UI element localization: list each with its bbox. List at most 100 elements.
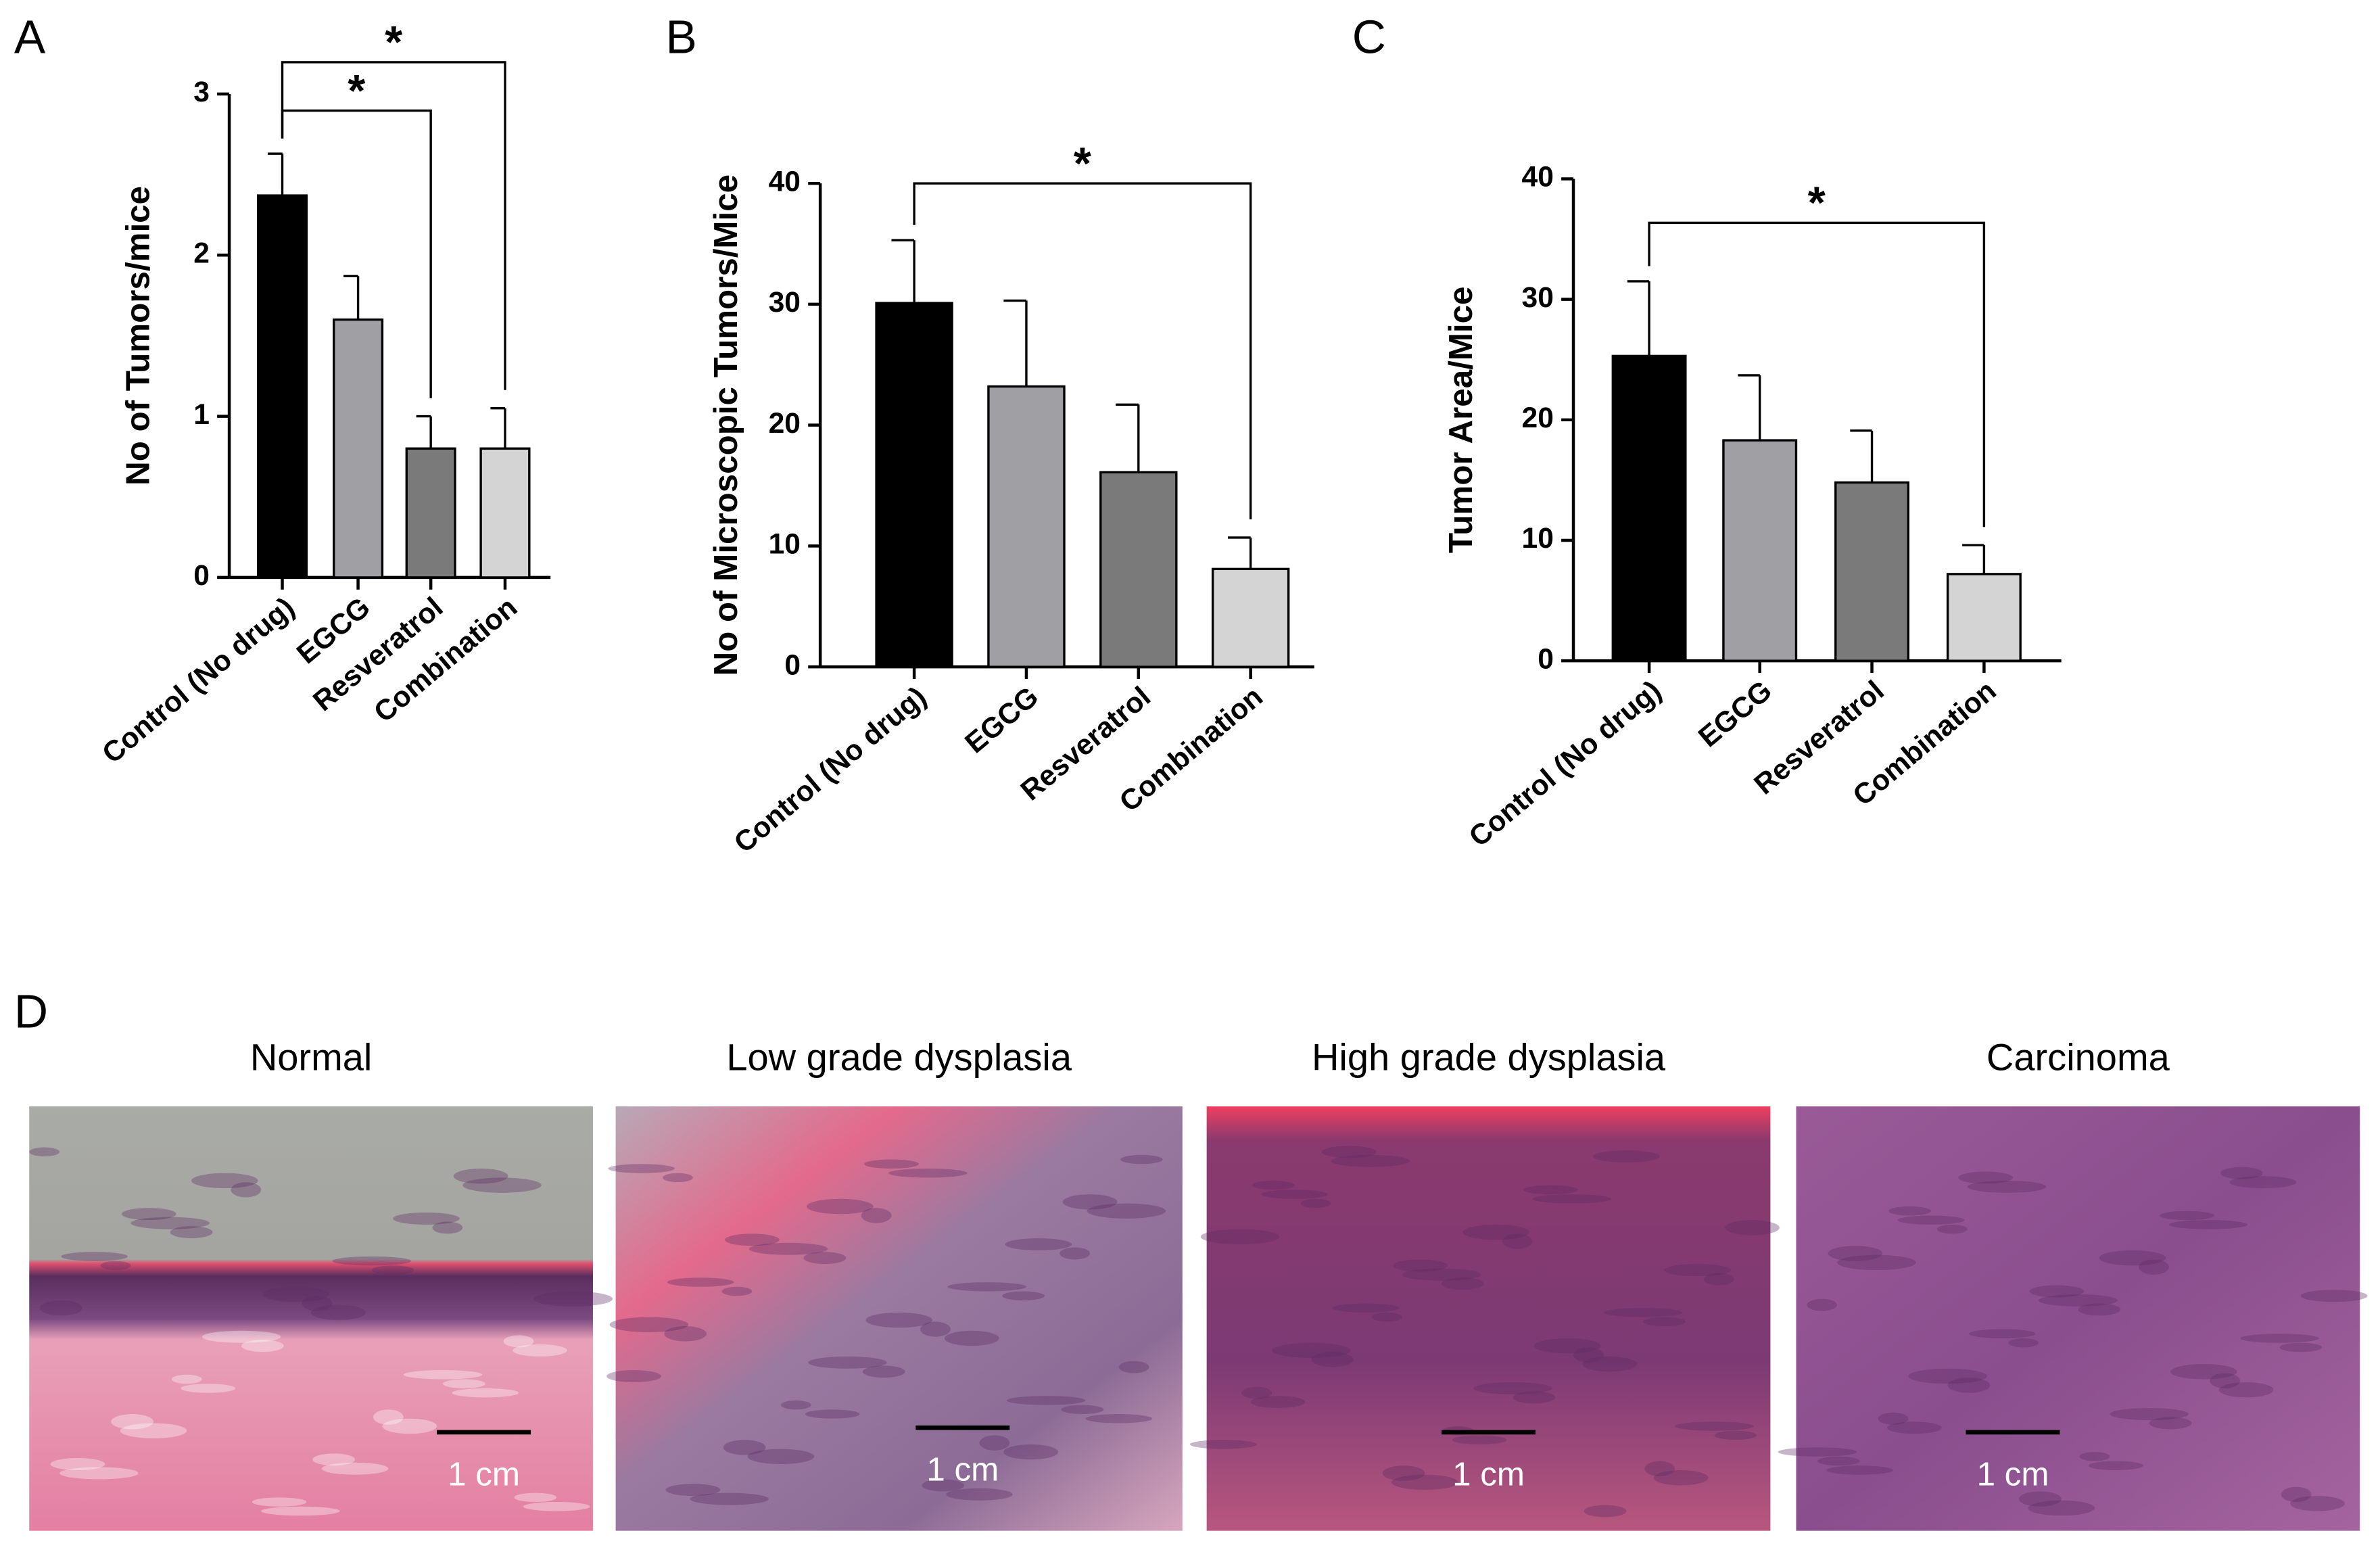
- tissue-texture: [1725, 1220, 1780, 1236]
- tissue-texture: [2078, 1303, 2121, 1316]
- y-tick-label: 30: [769, 286, 801, 319]
- tissue-texture: [1250, 1396, 1306, 1409]
- tissue-texture: [748, 1242, 828, 1255]
- tissue-texture: [667, 1277, 734, 1287]
- tissue-texture: [261, 1506, 340, 1516]
- tissue-texture: [1513, 1391, 1556, 1404]
- tissue-texture: [606, 1370, 661, 1382]
- significance-label: *: [385, 17, 403, 68]
- tissue-texture: [1807, 1298, 1837, 1311]
- bar: [1611, 354, 1687, 662]
- tissue-texture: [170, 1226, 213, 1239]
- tissue-texture: [1200, 1229, 1280, 1245]
- significance-bracket: [913, 182, 1252, 519]
- tissue-texture: [453, 1168, 508, 1184]
- panel-label: B: [666, 10, 697, 63]
- tissue-texture: [920, 1321, 951, 1337]
- tissue-texture: [1968, 1329, 2036, 1338]
- tissue-texture: [1532, 1194, 1612, 1204]
- x-tick-label: EGCG: [959, 680, 1045, 759]
- tissue-texture: [191, 1173, 258, 1189]
- tissue-texture: [312, 1453, 356, 1466]
- tissue-texture: [1828, 1246, 1883, 1261]
- micrograph: [1796, 1106, 2360, 1531]
- tissue-texture: [373, 1409, 404, 1425]
- significance-label: *: [1808, 178, 1826, 229]
- image-title: Low grade dysplasia: [726, 1035, 1072, 1078]
- tissue-texture: [2210, 1373, 2241, 1388]
- tissue-texture: [1331, 1154, 1410, 1167]
- tissue-texture: [2028, 1500, 2095, 1516]
- tissue-texture: [60, 1467, 139, 1480]
- tissue-texture: [1603, 1308, 1683, 1317]
- y-axis-label: Tumor Area/Mice: [1442, 287, 1479, 553]
- tissue-texture: [262, 1286, 329, 1302]
- tissue-texture: [2229, 1176, 2297, 1189]
- tissue-texture: [944, 1330, 999, 1346]
- significance-label: *: [348, 66, 366, 116]
- tissue-texture: [2220, 1167, 2263, 1179]
- tissue-texture: [1332, 1303, 1400, 1313]
- tissue-texture: [2138, 1259, 2169, 1275]
- bar: [405, 447, 456, 579]
- tissue-texture: [2089, 1461, 2143, 1470]
- tissue-texture: [2039, 1294, 2118, 1307]
- tissue-texture: [503, 1335, 534, 1348]
- tissue-texture: [121, 1208, 176, 1221]
- tissue-texture: [1452, 1435, 1507, 1444]
- tissue-texture: [2160, 1210, 2215, 1221]
- tissue-texture: [1120, 1154, 1163, 1165]
- tissue-texture: [979, 1435, 1010, 1451]
- tissue-texture: [1653, 1469, 1709, 1486]
- y-tick-label: 1: [193, 398, 210, 431]
- x-tick-label: EGCG: [1692, 674, 1778, 753]
- y-tick-label: 2: [193, 237, 210, 270]
- panel-label: A: [14, 10, 46, 63]
- tissue-texture: [723, 1440, 766, 1455]
- tissue-texture: [1836, 1254, 1916, 1271]
- y-tick-label: 0: [784, 649, 801, 681]
- tissue-texture: [443, 1379, 485, 1388]
- tissue-texture: [332, 1256, 412, 1266]
- tissue-texture: [1967, 1180, 2047, 1193]
- tissue-texture: [2168, 1220, 2248, 1229]
- tissue-texture: [1462, 1224, 1530, 1240]
- tissue-texture: [2110, 1408, 2189, 1421]
- tissue-texture: [2281, 1486, 2312, 1503]
- significance-label: *: [1074, 138, 1092, 189]
- tissue-texture: [50, 1458, 105, 1470]
- tissue-texture: [201, 1330, 281, 1343]
- tissue-texture: [1675, 1421, 1754, 1431]
- y-tick-label: 10: [769, 528, 801, 561]
- tissue-texture: [514, 1492, 557, 1503]
- tissue-texture: [724, 1233, 780, 1246]
- tissue-texture: [1087, 1203, 1166, 1219]
- tissue-texture: [608, 1164, 675, 1173]
- tissue-texture: [533, 1291, 613, 1307]
- panel-label: D: [14, 985, 48, 1038]
- y-axis-label: No of Tumors/mice: [119, 186, 156, 486]
- tissue-texture: [120, 1423, 187, 1438]
- tissue-texture: [1582, 1356, 1638, 1372]
- scale-label: 1 cm: [448, 1455, 520, 1492]
- tissue-texture: [462, 1177, 542, 1193]
- y-tick-label: 20: [1522, 402, 1554, 434]
- y-tick-label: 0: [193, 559, 210, 592]
- tissue-texture: [1817, 1456, 1860, 1466]
- tissue-texture: [946, 1488, 1013, 1501]
- image-title: Normal: [250, 1035, 373, 1078]
- tissue-texture: [780, 1400, 811, 1410]
- tissue-texture: [1371, 1312, 1402, 1322]
- scale-label: 1 cm: [1452, 1455, 1525, 1492]
- bar: [479, 447, 531, 579]
- tissue-texture: [61, 1252, 128, 1261]
- tissue-texture: [806, 1198, 874, 1215]
- tissue-texture: [1502, 1233, 1533, 1249]
- tissue-texture: [2099, 1250, 2166, 1266]
- significance-bracket: [1648, 221, 1986, 527]
- y-tick-label: 10: [1522, 522, 1554, 555]
- tissue-texture: [1311, 1352, 1354, 1367]
- panel-label: C: [1352, 10, 1386, 63]
- tissue-texture: [1664, 1264, 1732, 1277]
- tissue-texture: [1190, 1440, 1257, 1449]
